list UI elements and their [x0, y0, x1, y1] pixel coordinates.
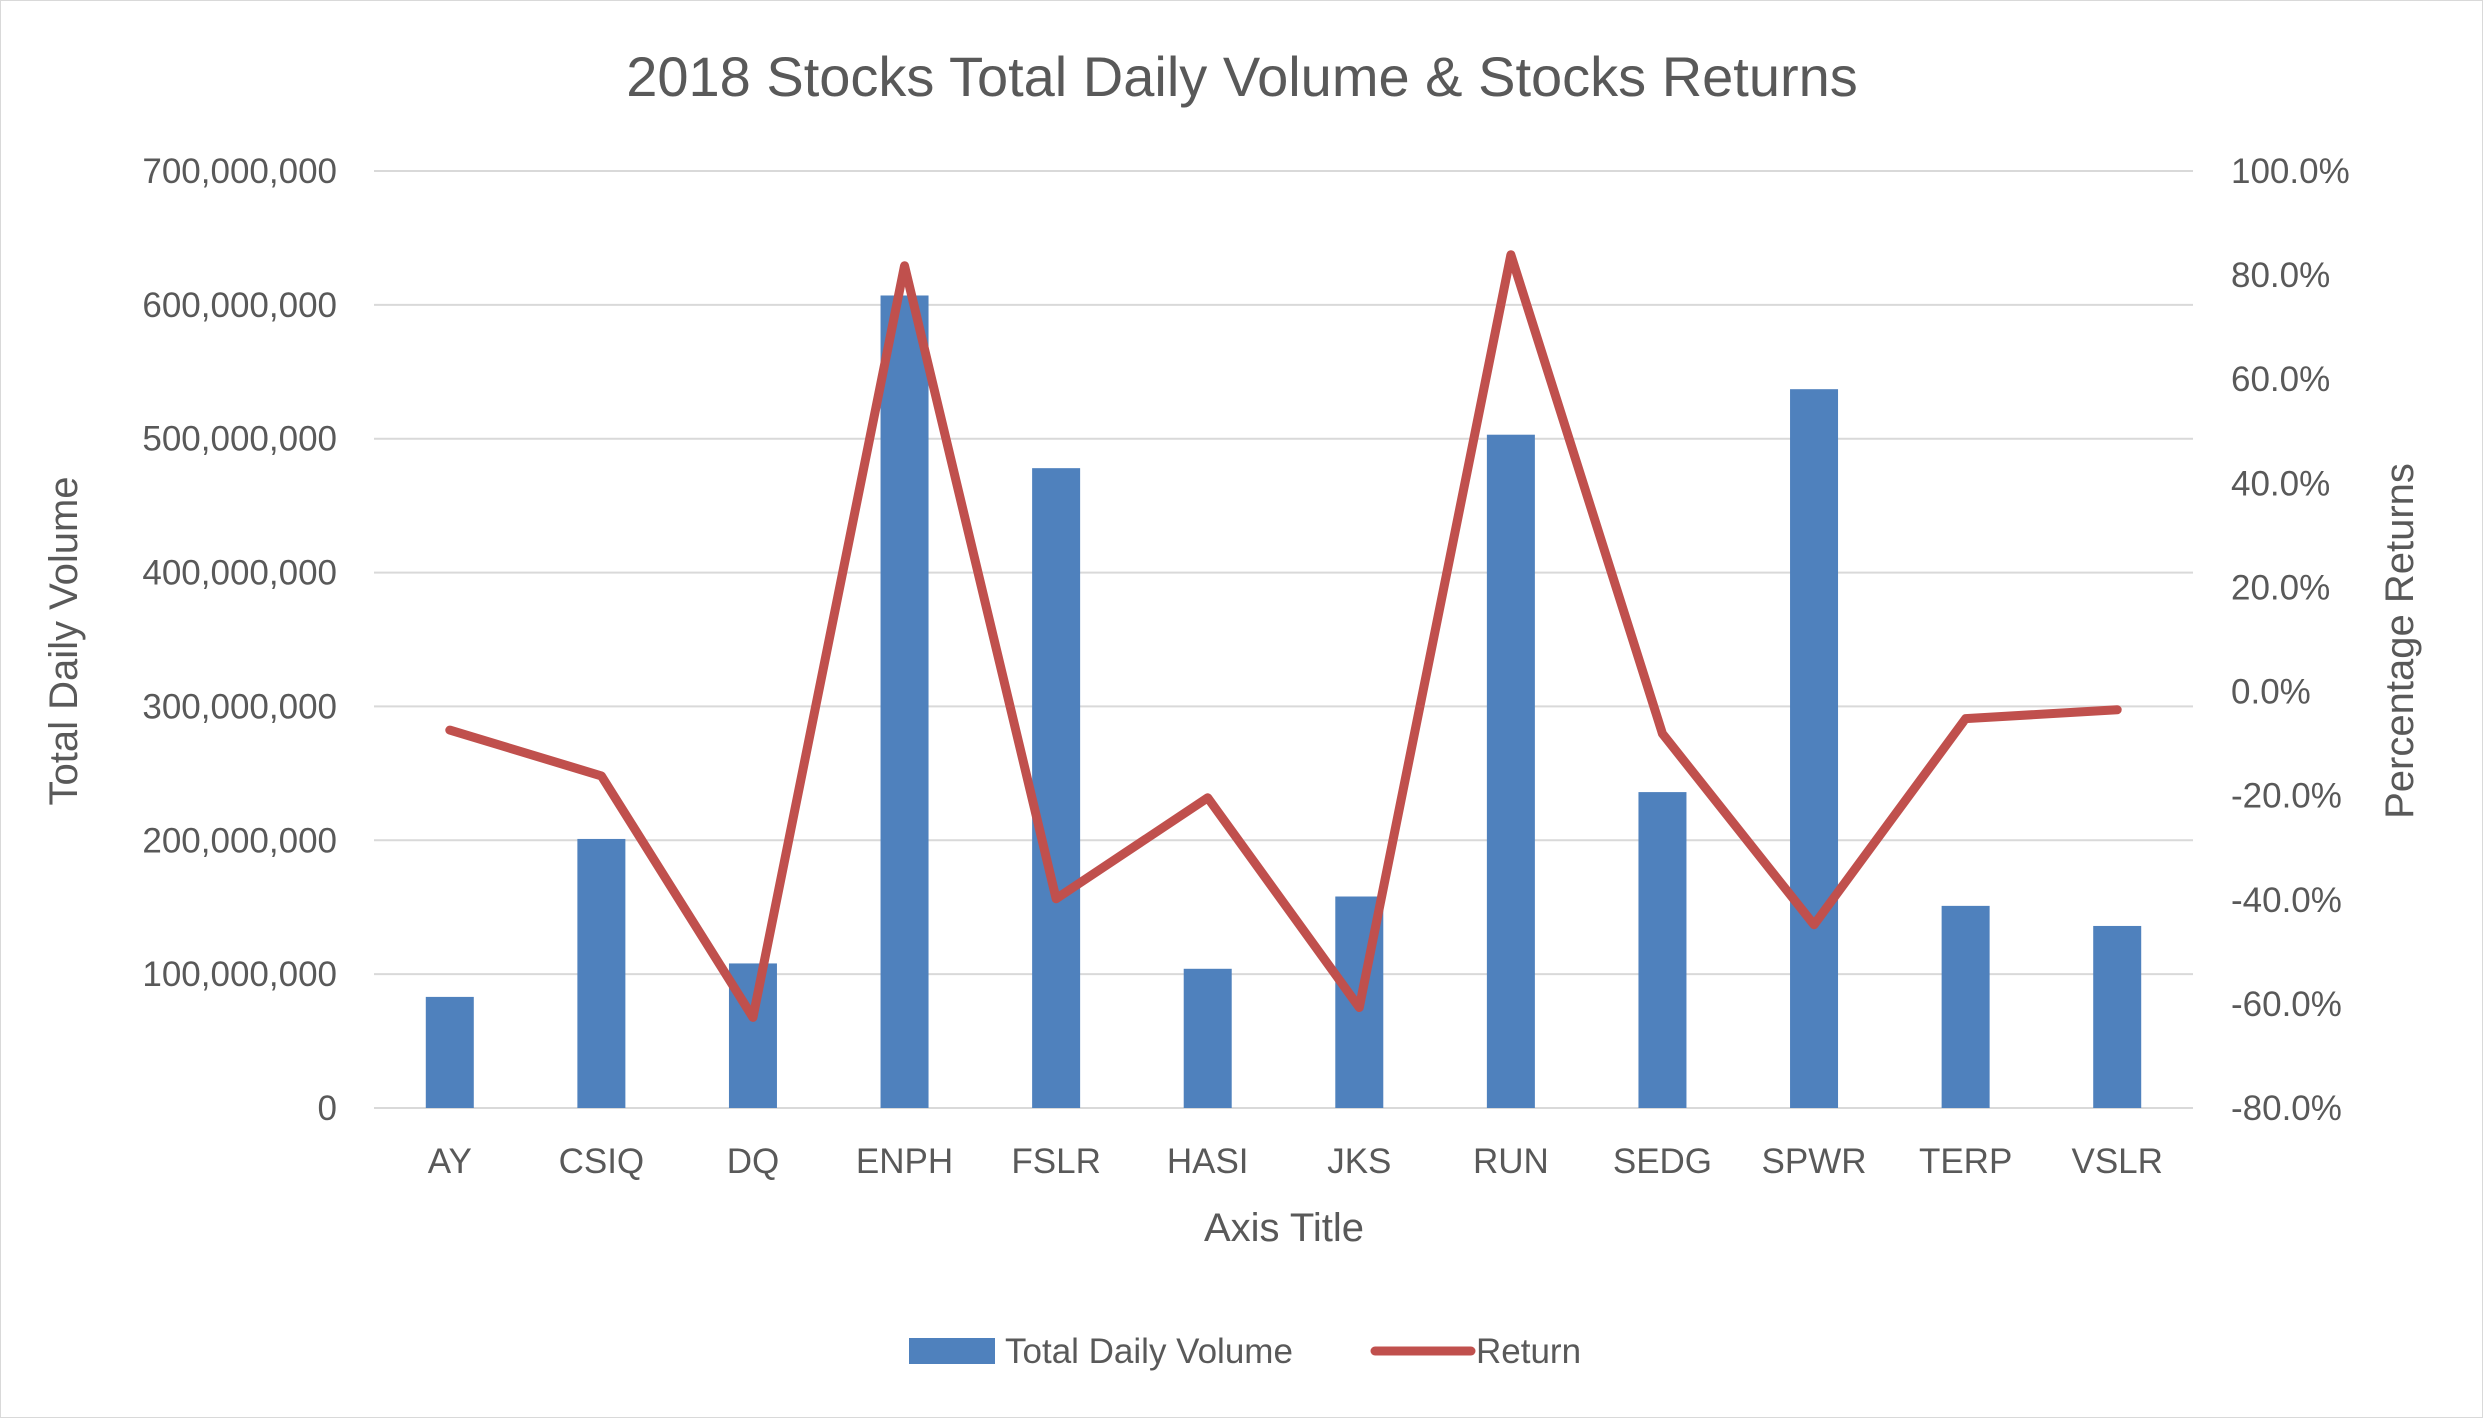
bar-ay — [425, 996, 474, 1108]
x-tick-label: JKS — [1327, 1142, 1391, 1181]
x-tick-label: RUN — [1473, 1142, 1549, 1181]
y2-tick-label: 100.0% — [2231, 152, 2350, 191]
legend: Total Daily Volume Return — [909, 1332, 1581, 1371]
x-axis-title: Axis Title — [1204, 1206, 1364, 1250]
y-tick-label: 300,000,000 — [142, 687, 337, 726]
y-tick-label: 400,000,000 — [142, 554, 337, 593]
legend-label-return: Return — [1476, 1332, 1581, 1371]
x-tick-label: VSLR — [2071, 1142, 2162, 1181]
y2-tick-label: 60.0% — [2231, 360, 2330, 399]
x-tick-label: SEDG — [1613, 1142, 1712, 1181]
y2-tick-label: -40.0% — [2231, 881, 2342, 920]
y-tick-label: 0 — [318, 1089, 337, 1128]
y-tick-label: 200,000,000 — [142, 821, 337, 860]
y2-tick-label: 0.0% — [2231, 673, 2311, 712]
gridlines — [374, 170, 2193, 1109]
y2-axis-title: Percentage Returns — [2378, 463, 2422, 819]
chart-title: 2018 Stocks Total Daily Volume & Stocks … — [626, 45, 1858, 108]
return-line — [445, 250, 2122, 1022]
bar-spwr — [1790, 389, 1839, 1108]
y2-tick-label: 20.0% — [2231, 568, 2330, 607]
y2-tick-label: -20.0% — [2231, 777, 2342, 816]
y-tick-label: 500,000,000 — [142, 420, 337, 459]
legend-label-total-daily-volume: Total Daily Volume — [1005, 1332, 1293, 1371]
bar-vslr — [2093, 925, 2142, 1108]
y-tick-label: 700,000,000 — [142, 152, 337, 191]
x-tick-label: HASI — [1167, 1142, 1249, 1181]
y-tick-label: 100,000,000 — [142, 955, 337, 994]
y2-tick-label: -80.0% — [2231, 1089, 2342, 1128]
x-tick-label: TERP — [1919, 1142, 2012, 1181]
right-axis-ticks: -80.0% -60.0% -40.0% -20.0% 0.0% 20.0% 40.0% 60… — [2231, 152, 2350, 1128]
bar-series — [425, 295, 2142, 1109]
y2-tick-label: -60.0% — [2231, 985, 2342, 1024]
x-tick-label: ENPH — [856, 1142, 953, 1181]
bar-terp — [1941, 905, 1990, 1108]
y2-tick-label: 80.0% — [2231, 256, 2330, 295]
x-tick-label: FSLR — [1011, 1142, 1100, 1181]
bar-sedg — [1638, 792, 1687, 1108]
x-tick-label: CSIQ — [559, 1142, 645, 1181]
y-tick-label: 600,000,000 — [142, 286, 337, 325]
x-tick-label: SPWR — [1762, 1142, 1867, 1181]
x-tick-label: DQ — [727, 1142, 780, 1181]
bar-run — [1486, 434, 1535, 1108]
y2-tick-label: 40.0% — [2231, 464, 2330, 503]
bar-enph — [880, 295, 929, 1108]
y-axis-title: Total Daily Volume — [42, 476, 86, 805]
left-axis-ticks: 0 100,000,000 200,000,000 300,000,000 400,00… — [142, 152, 337, 1128]
line-series — [445, 250, 2122, 1022]
bar-csiq — [577, 838, 626, 1108]
bar-hasi — [1183, 968, 1232, 1108]
x-tick-label: AY — [428, 1142, 472, 1181]
bar-fslr — [1032, 468, 1081, 1109]
legend-swatch-total-daily-volume — [909, 1338, 995, 1364]
category-axis-ticks: AY CSIQ DQ ENPH FSLR HASI JKS RUN SEDG SPWR TERP VS… — [428, 1142, 2163, 1181]
